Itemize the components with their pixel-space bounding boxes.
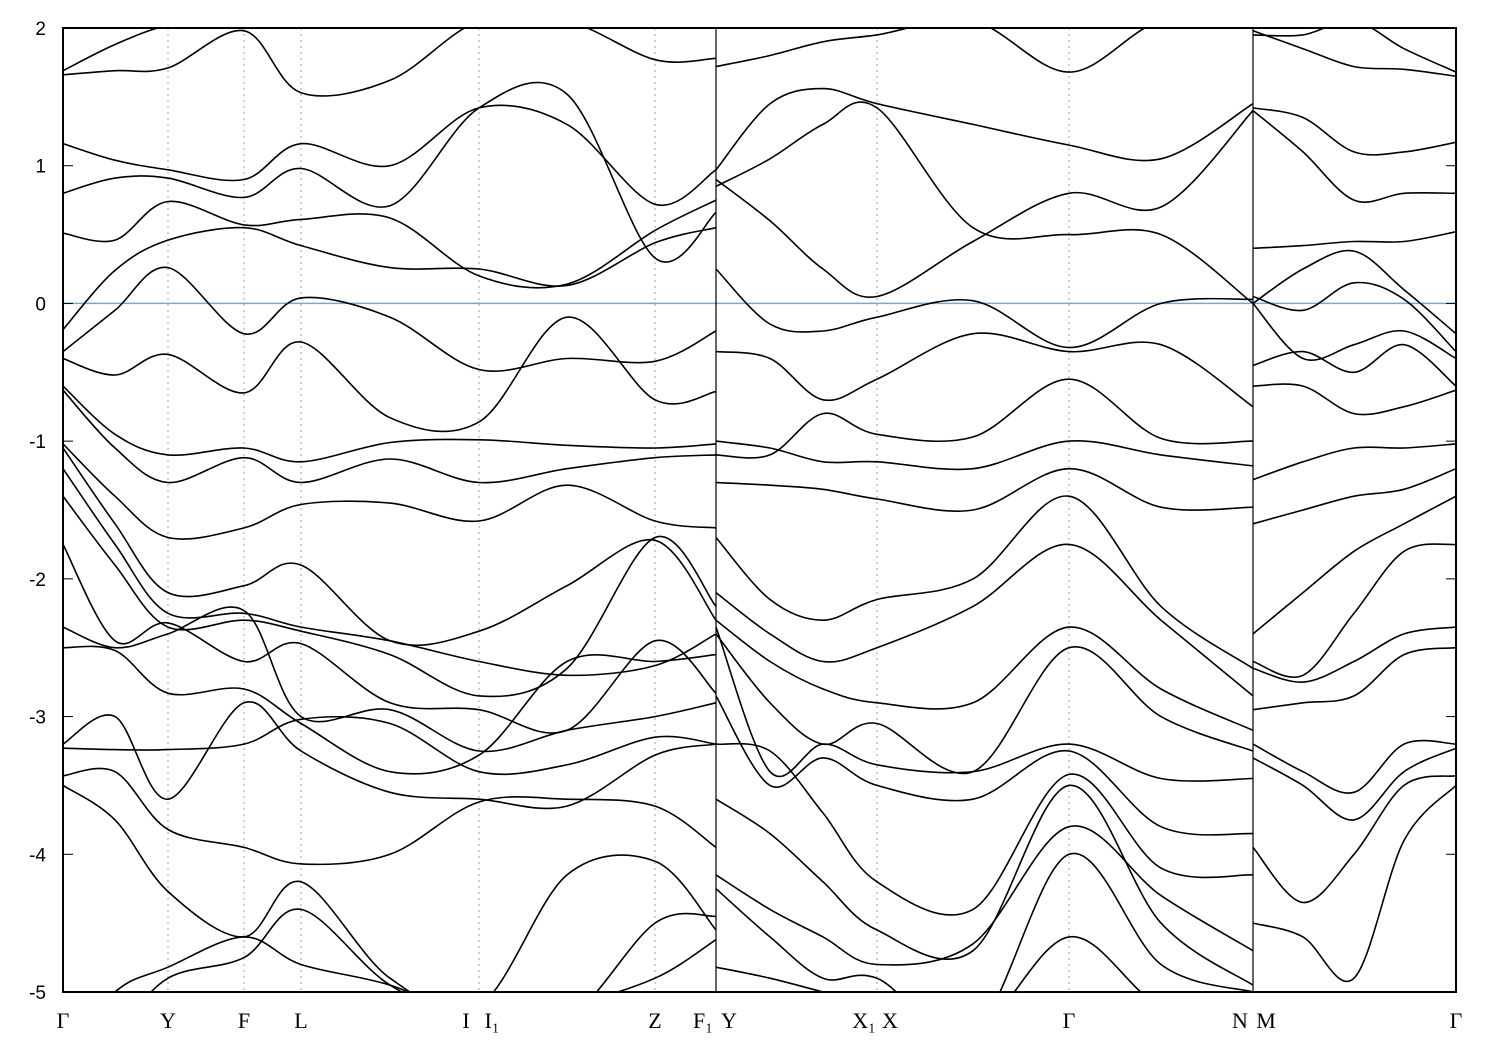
band-line-seg2-18 <box>1252 775 1456 904</box>
y-tick-label: 0 <box>35 294 46 315</box>
y-tick-label: -2 <box>29 570 46 591</box>
x-tick-label: M <box>1256 1008 1276 1033</box>
band-line-seg0-21 <box>113 912 717 992</box>
band-line-seg0-8 <box>63 385 717 463</box>
band-line-seg2-10 <box>1252 443 1456 481</box>
band-line-seg1-2 <box>715 101 1254 305</box>
band-line-seg2-19 <box>1252 784 1456 983</box>
band-line-seg2-1 <box>1252 28 1456 73</box>
x-tick-label: F <box>238 1008 250 1033</box>
band-line-seg1-18 <box>715 852 1254 992</box>
y-tick-label: -3 <box>29 708 46 729</box>
band-line-seg2-13 <box>1252 543 1456 678</box>
band-line-seg0-22 <box>149 908 717 992</box>
band-line-seg0-6 <box>63 266 717 372</box>
x-axis: Γ Y F L I I₁ Z F₁ Y X₁ X Γ N M Γ <box>57 1008 1463 1033</box>
y-axis: -5 -4 -3 -2 -1 0 1 2 <box>29 19 1456 1004</box>
band-line-seg2-15 <box>1252 646 1456 711</box>
band-line-seg0-4 <box>63 199 717 289</box>
band-line-seg2-4 <box>1252 231 1456 250</box>
band-line-seg1-0 <box>715 28 1253 73</box>
band-line-seg0-10 <box>63 443 717 540</box>
y-tick-label: 1 <box>35 157 46 178</box>
band-line-seg2-14 <box>1252 626 1456 683</box>
band-line-seg0-18 <box>63 715 717 776</box>
x-tick-label: X <box>882 1008 898 1033</box>
band-line-seg2-9 <box>1252 383 1456 416</box>
band-line-seg2-11 <box>1252 467 1456 525</box>
y-tick-label: -1 <box>29 432 46 453</box>
band-line-seg0-16 <box>63 645 717 775</box>
x-tick-label: F₁ <box>693 1008 713 1033</box>
band-line-seg0-11 <box>63 447 717 647</box>
band-line-seg1-4 <box>715 268 1254 349</box>
band-line-seg2-12 <box>1252 495 1456 635</box>
band-line-seg2-17 <box>1252 747 1456 821</box>
bands-group <box>63 28 1456 992</box>
band-line-seg2-7 <box>1252 302 1456 361</box>
band-line-seg0-12 <box>63 468 717 677</box>
band-line-seg2-5 <box>1252 249 1456 335</box>
band-line-seg0-13 <box>63 495 717 698</box>
band-line-seg0-20 <box>63 784 717 992</box>
band-line-seg0-0 <box>63 28 717 97</box>
band-line-seg0-9 <box>63 389 717 484</box>
y-tick-label: -5 <box>29 983 46 1004</box>
band-line-seg1-10 <box>715 543 1254 697</box>
band-line-seg2-0 <box>1252 30 1456 77</box>
band-line-seg1-13 <box>715 626 1254 782</box>
band-line-seg0-5 <box>63 226 717 331</box>
band-line-seg1-7 <box>715 440 1254 471</box>
x-tick-label: Γ <box>57 1008 70 1033</box>
plot-frame <box>62 27 1457 993</box>
band-line-seg2-8 <box>1252 343 1456 387</box>
band-line-seg1-16 <box>715 784 1254 986</box>
band-line-seg0-14 <box>63 544 717 734</box>
band-line-seg1-5 <box>715 332 1254 408</box>
band-line-seg1-12 <box>715 633 1254 775</box>
x-tick-label: N <box>1232 1008 1248 1033</box>
band-line-seg2-3 <box>1252 109 1456 203</box>
band-line-seg1-6 <box>715 378 1254 459</box>
band-line-seg1-3 <box>715 110 1254 298</box>
x-tick-label: X₁ <box>852 1008 876 1033</box>
x-tick-label: Γ <box>1450 1008 1463 1033</box>
x-tick-label: L <box>294 1008 307 1033</box>
band-line-seg2-2 <box>1252 107 1456 156</box>
band-line-seg0-2 <box>63 104 717 207</box>
band-line-seg0-3 <box>63 81 717 263</box>
band-line-seg1-17 <box>715 825 1254 966</box>
y-tick-label: 2 <box>35 19 46 40</box>
band-line-seg0-1 <box>63 28 161 72</box>
band-line-seg2-16 <box>1252 739 1456 794</box>
y-tick-label: -4 <box>29 845 46 866</box>
band-line-seg1-9 <box>715 495 1254 670</box>
band-line-seg0-7 <box>63 316 717 433</box>
band-line-seg0-19 <box>63 767 717 866</box>
band-line-seg0-15 <box>63 606 717 753</box>
band-line-seg1-19 <box>715 936 1143 992</box>
band-line-seg1-8 <box>715 467 1254 512</box>
band-line-seg0-17 <box>63 701 717 810</box>
band-line-seg1-11 <box>715 619 1254 732</box>
x-tick-label: I₁ <box>485 1008 500 1033</box>
x-tick-label: Z <box>648 1008 661 1033</box>
band-line-seg2-6 <box>1252 281 1456 353</box>
x-tick-label: Γ <box>1063 1008 1076 1033</box>
x-tick-label: Y <box>721 1008 737 1033</box>
x-tick-label: Y <box>160 1008 176 1033</box>
band-line-seg1-15 <box>715 742 1254 916</box>
band-line-seg1-14 <box>715 695 1254 836</box>
band-line-seg1-1 <box>715 87 1254 171</box>
x-tick-label: I <box>462 1008 469 1033</box>
